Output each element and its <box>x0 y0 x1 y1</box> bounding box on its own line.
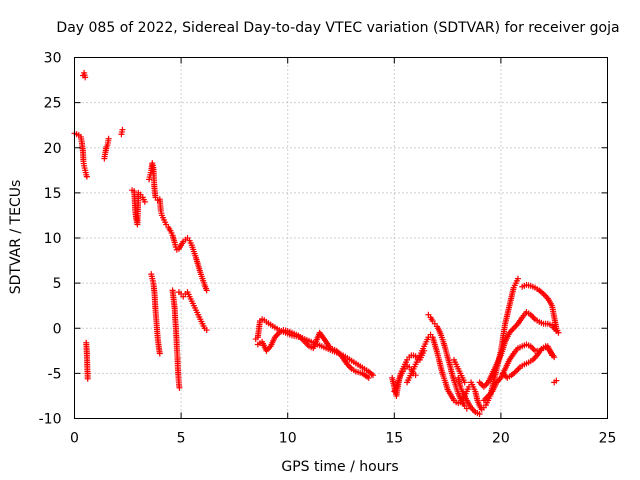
data-point <box>82 74 89 81</box>
data-point <box>461 379 468 386</box>
y-tick-labels: -10 -5 0 5 10 15 20 25 30 <box>39 51 62 428</box>
y-tick-label: 20 <box>44 141 62 157</box>
y-axis-label: SDTVAR / TECUs <box>8 180 24 295</box>
x-tick-label: 25 <box>599 431 617 447</box>
x-tick-label: 0 <box>70 431 79 447</box>
grid <box>74 57 608 419</box>
data-point <box>514 275 521 282</box>
x-tick-label: 20 <box>492 431 510 447</box>
data-point <box>176 384 183 391</box>
chart-title: Day 085 of 2022, Sidereal Day-to-day VTE… <box>56 20 619 36</box>
data-point <box>105 135 112 142</box>
data-point <box>203 287 210 294</box>
data-point <box>203 327 210 334</box>
x-tick-labels: 0 5 10 15 20 25 <box>70 431 616 447</box>
data-point <box>119 126 126 133</box>
y-tick-label: 0 <box>53 321 62 337</box>
y-tick-label: 5 <box>53 276 62 292</box>
y-tick-label: 10 <box>44 231 62 247</box>
data-point <box>365 374 372 381</box>
data-point <box>463 405 470 412</box>
plot-frame <box>74 57 608 419</box>
data-point <box>412 372 419 379</box>
x-tick-label: 10 <box>279 431 297 447</box>
y-tick-label: 30 <box>44 51 62 67</box>
x-tick-label: 15 <box>385 431 403 447</box>
data-point <box>141 198 148 205</box>
y-tick-label: 25 <box>44 96 62 112</box>
y-tick-label: -10 <box>39 412 62 428</box>
y-tick-label: -5 <box>48 366 62 382</box>
x-tick-label: 5 <box>177 431 186 447</box>
data-point <box>476 410 483 417</box>
data-point <box>84 375 91 382</box>
data-point <box>83 173 90 180</box>
data-point <box>555 329 562 336</box>
y-tick-label: 15 <box>44 186 62 202</box>
x-axis-label: GPS time / hours <box>281 459 398 475</box>
data-point <box>551 354 558 361</box>
data-point <box>369 372 376 379</box>
data-point <box>553 377 560 384</box>
data-points <box>71 69 562 417</box>
axis-ticks <box>74 57 608 419</box>
data-point <box>156 350 163 357</box>
